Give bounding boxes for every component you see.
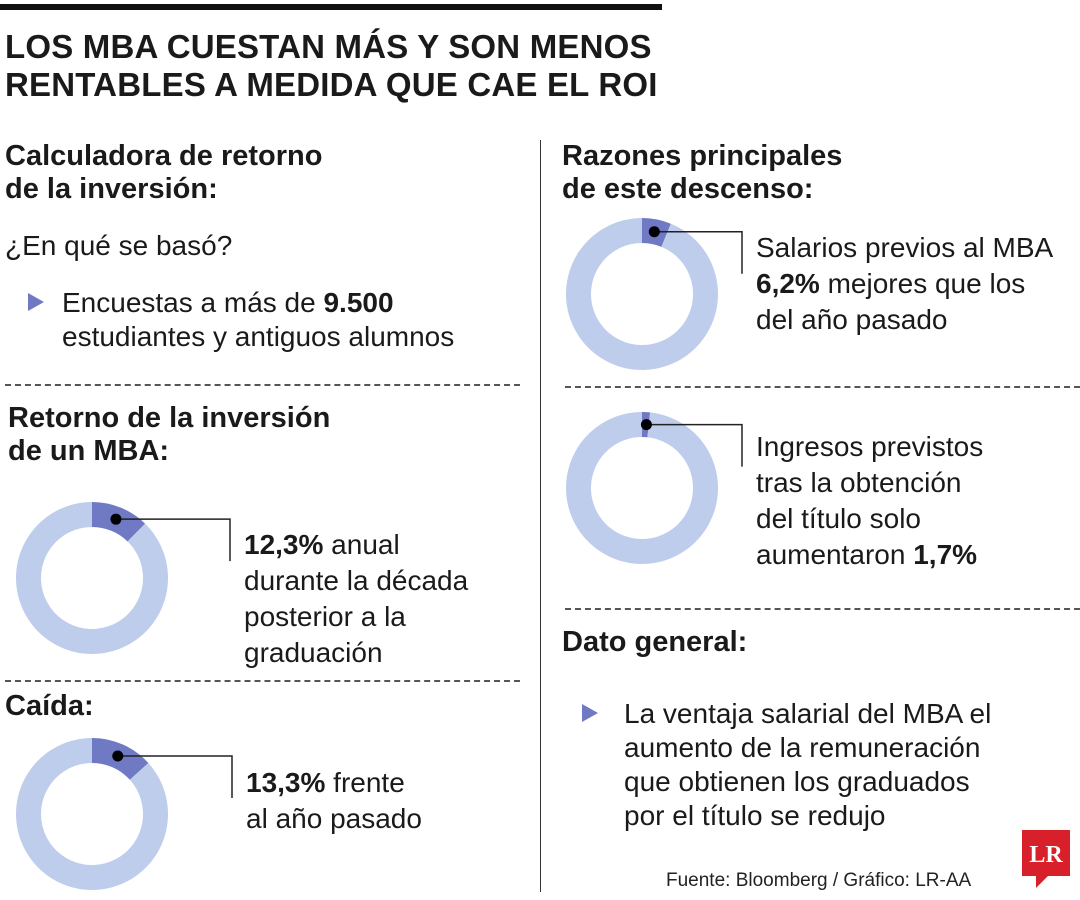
calc-title-line-2: de la inversión: — [5, 173, 218, 205]
source-credit: Fuente: Bloomberg / Gráfico: LR-AA — [666, 870, 972, 891]
general-section-title: Dato general: — [562, 626, 748, 658]
salary-rest-slice — [566, 218, 718, 370]
income-value-label: 1,7% — [913, 539, 978, 570]
roi-text: 12,3% anual durante la década posterior … — [244, 527, 468, 671]
survey-line-1: Encuestas a más de 9.500 — [62, 286, 454, 320]
salary-callout-dot — [648, 226, 660, 238]
salary-line-2-rest: mejores que los — [819, 268, 1026, 299]
general-line-2: aumento de la remuneración — [624, 732, 981, 763]
salary-line-2: 6,2% mejores que los — [756, 266, 1053, 302]
general-text: La ventaja salarial del MBA el aumento d… — [624, 697, 991, 833]
income-line-4-pre: aumentaron — [756, 539, 914, 570]
general-line-4: por el título se redujo — [624, 800, 886, 831]
roi-leader-line — [115, 518, 231, 562]
salary-line-3: del año pasado — [756, 304, 948, 335]
lr-logo: LR — [1022, 830, 1070, 888]
fall-value-label: 13,3% — [246, 767, 326, 798]
lr-logo-shape — [1022, 830, 1070, 888]
fall-rest-slice — [15, 738, 168, 890]
roi-donut-chart — [16, 502, 231, 654]
roi-line-3: posterior a la — [244, 601, 406, 632]
salary-donut-chart — [566, 218, 743, 370]
survey-number: 9.500 — [323, 287, 394, 318]
fall-line-2: al año pasado — [246, 803, 422, 834]
fall-line-1: 13,3% frente — [246, 765, 422, 801]
roi-line-4: graduación — [244, 637, 383, 668]
income-line-2: tras la obtención — [756, 467, 962, 498]
income-line-4: aumentaron 1,7% — [756, 537, 983, 573]
fall-section-title: Caída: — [5, 690, 94, 722]
survey-text: Encuestas a más de 9.500 estudiantes y a… — [62, 286, 454, 354]
general-line-1: La ventaja salarial del MBA el — [624, 698, 992, 729]
calc-title-line-1: Calculadora de retorno — [5, 140, 323, 172]
roi-callout-dot — [110, 513, 122, 525]
roi-value-label: 12,3% — [244, 529, 324, 560]
income-donut-chart — [566, 412, 743, 564]
fall-callout-dot — [112, 750, 124, 762]
roi-title-line-2: de un MBA: — [8, 435, 170, 467]
fall-donut-chart — [15, 738, 233, 890]
main-title: LOS MBA CUESTAN MÁS Y SON MENOS RENTABLE… — [5, 28, 685, 104]
roi-line-1: 12,3% anual — [244, 527, 468, 563]
triangle-bullet-icon — [582, 704, 598, 722]
divider-right-2 — [565, 608, 1080, 610]
survey-bullet: Encuestas a más de 9.500 estudiantes y a… — [28, 286, 454, 354]
lr-logo-text: LR — [1029, 842, 1063, 868]
divider-left-2 — [5, 680, 520, 682]
title-line-2: RENTABLES A MEDIDA QUE CAE EL ROI — [5, 66, 658, 103]
general-line-3: que obtienen los graduados — [624, 766, 970, 797]
calc-section-title: Calculadora de retorno de la inversión: — [5, 140, 322, 206]
income-line-3: del título solo — [756, 503, 921, 534]
survey-line-2: estudiantes y antiguos alumnos — [62, 321, 455, 352]
fall-line-1-rest: frente — [325, 767, 405, 798]
divider-right-1 — [565, 386, 1080, 388]
roi-line-1-rest: anual — [323, 529, 400, 560]
column-divider — [540, 140, 541, 892]
roi-rest-slice — [16, 502, 169, 654]
salary-value-label: 6,2% — [756, 268, 820, 299]
roi-line-2: durante la década — [244, 565, 469, 596]
salary-text: Salarios previos al MBA 6,2% mejores que… — [756, 230, 1053, 338]
reasons-title-line-2: de este descenso: — [562, 173, 814, 205]
income-callout-dot — [640, 419, 652, 431]
roi-title-line-1: Retorno de la inversión — [8, 402, 331, 434]
roi-section-title: Retorno de la inversión de un MBA: — [8, 402, 330, 468]
fall-leader-line — [117, 755, 233, 798]
survey-pre: Encuestas a más de — [62, 287, 324, 318]
general-bullet: La ventaja salarial del MBA el aumento d… — [582, 697, 991, 833]
top-rule — [0, 4, 662, 10]
reasons-title-line-1: Razones principales — [562, 140, 843, 172]
reasons-section-title: Razones principales de este descenso: — [562, 140, 842, 206]
fall-text: 13,3% frente al año pasado — [246, 765, 422, 837]
divider-left-1 — [5, 384, 520, 386]
income-text: Ingresos previstos tras la obtención del… — [756, 429, 983, 573]
salary-leader-line — [654, 230, 743, 274]
income-line-1: Ingresos previstos — [756, 431, 984, 462]
triangle-bullet-icon — [28, 293, 44, 311]
income-rest-slice — [566, 412, 718, 564]
question-label: ¿En qué se basó? — [5, 230, 233, 261]
title-line-1: LOS MBA CUESTAN MÁS Y SON MENOS — [5, 28, 652, 65]
salary-line-1: Salarios previos al MBA — [756, 232, 1054, 263]
income-leader-line — [646, 423, 743, 467]
